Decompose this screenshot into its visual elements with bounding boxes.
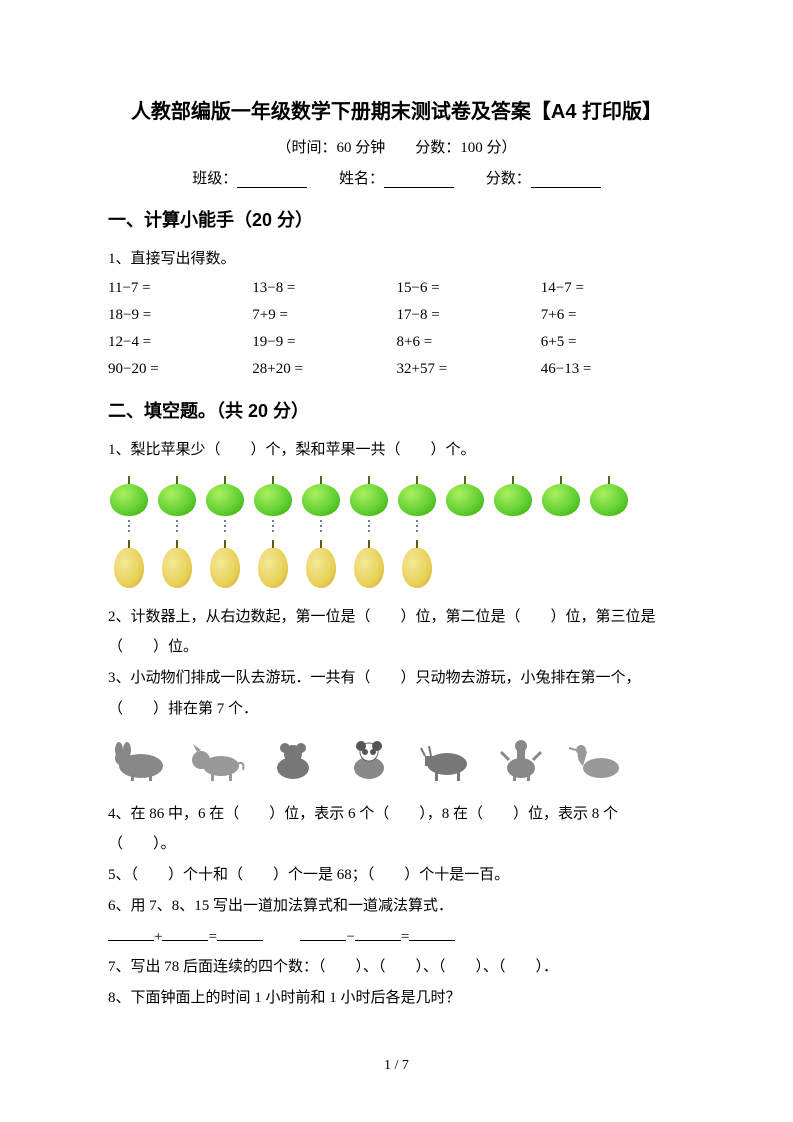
apple-icon xyxy=(540,476,582,516)
animal-icon xyxy=(336,735,402,785)
page-footer: 1 / 7 xyxy=(0,1058,793,1074)
pear-row xyxy=(108,536,685,588)
plus-sign: + xyxy=(154,929,162,945)
apple-icon xyxy=(204,476,246,516)
blank xyxy=(300,927,346,941)
calc-cell: 13−8 = xyxy=(252,275,396,302)
apple-row xyxy=(108,476,685,516)
connector-dots xyxy=(348,518,390,536)
blank xyxy=(108,927,154,941)
calc-cell: 7+6 = xyxy=(541,302,685,329)
connector-dots xyxy=(108,518,150,536)
connector-dots xyxy=(156,518,198,536)
section1-q1: 1、直接写出得数。 xyxy=(108,244,685,275)
blank xyxy=(409,927,455,941)
dots-row xyxy=(108,518,685,536)
animals-row xyxy=(108,735,685,785)
blank xyxy=(355,927,401,941)
section2-q7: 7、写出 78 后面连续的四个数：（ ）、（ ）、（ ）、（ ）． xyxy=(108,952,685,983)
section2-q1: 1、梨比苹果少（ ）个，梨和苹果一共（ ）个。 xyxy=(108,435,685,466)
section1-heading: 一、计算小能手（20 分） xyxy=(108,206,685,232)
apple-icon xyxy=(156,476,198,516)
table-row: 90−20 = 28+20 = 32+57 = 46−13 = xyxy=(108,356,685,383)
apple-icon xyxy=(348,476,390,516)
calc-cell: 12−4 = xyxy=(108,329,252,356)
label-class: 班级： xyxy=(192,171,237,187)
section2-q6: 6、用 7、8、15 写出一道加法算式和一道减法算式． xyxy=(108,891,685,922)
table-row: 12−4 = 19−9 = 8+6 = 6+5 = xyxy=(108,329,685,356)
calc-cell: 6+5 = xyxy=(541,329,685,356)
apple-icon xyxy=(396,476,438,516)
section2-q8: 8、下面钟面上的时间 1 小时前和 1 小时后各是几时？ xyxy=(108,983,685,1014)
connector-dots xyxy=(252,518,294,536)
apple-icon xyxy=(492,476,534,516)
calc-table: 11−7 = 13−8 = 15−6 = 14−7 = 18−9 = 7+9 =… xyxy=(108,275,685,383)
page-title: 人教部编版一年级数学下册期末测试卷及答案【A4 打印版】 xyxy=(108,95,685,124)
animal-icon xyxy=(412,735,478,785)
animal-icon xyxy=(564,735,630,785)
minus-sign: − xyxy=(346,929,354,945)
section2-q5: 5、（ ）个十和（ ）个一是 68；（ ）个十是一百。 xyxy=(108,860,685,891)
pear-icon xyxy=(300,536,342,588)
table-row: 18−9 = 7+9 = 17−8 = 7+6 = xyxy=(108,302,685,329)
calc-cell: 17−8 = xyxy=(397,302,541,329)
eq-sign: = xyxy=(401,929,409,945)
animal-icon xyxy=(108,735,174,785)
calc-cell: 11−7 = xyxy=(108,275,252,302)
info-line: 班级： 姓名： 分数： xyxy=(108,167,685,188)
animal-icon xyxy=(260,735,326,785)
pear-icon xyxy=(204,536,246,588)
eq-sign: = xyxy=(208,929,216,945)
section2-q4: 4、在 86 中，6 在（ ）位，表示 6 个（ ），8 在（ ）位，表示 8 … xyxy=(108,799,685,861)
calc-cell: 14−7 = xyxy=(541,275,685,302)
calc-cell: 8+6 = xyxy=(397,329,541,356)
blank xyxy=(162,927,208,941)
pear-icon xyxy=(348,536,390,588)
apple-icon xyxy=(588,476,630,516)
calc-cell: 19−9 = xyxy=(252,329,396,356)
pear-icon xyxy=(108,536,150,588)
table-row: 11−7 = 13−8 = 15−6 = 14−7 = xyxy=(108,275,685,302)
calc-cell: 28+20 = xyxy=(252,356,396,383)
calc-cell: 15−6 = xyxy=(397,275,541,302)
label-score: 分数： xyxy=(486,171,531,187)
animal-icon xyxy=(184,735,250,785)
calc-cell: 46−13 = xyxy=(541,356,685,383)
connector-dots xyxy=(300,518,342,536)
apple-icon xyxy=(252,476,294,516)
pear-icon xyxy=(156,536,198,588)
section2-q3: 3、小动物们排成一队去游玩．一共有（ ）只动物去游玩，小兔排在第一个，（ ）排在… xyxy=(108,663,685,725)
calc-cell: 90−20 = xyxy=(108,356,252,383)
blank xyxy=(217,927,263,941)
blank-class xyxy=(237,172,307,188)
apple-icon xyxy=(444,476,486,516)
connector-dots xyxy=(204,518,246,536)
connector-dots xyxy=(396,518,438,536)
animal-icon xyxy=(488,735,554,785)
calc-cell: 7+9 = xyxy=(252,302,396,329)
subtitle: （时间：60 分钟 分数：100 分） xyxy=(108,136,685,157)
label-name: 姓名： xyxy=(339,171,384,187)
apple-icon xyxy=(300,476,342,516)
pear-icon xyxy=(252,536,294,588)
blank-name xyxy=(384,172,454,188)
calc-cell: 32+57 = xyxy=(397,356,541,383)
blank-score xyxy=(531,172,601,188)
section2-q2: 2、计数器上，从右边数起，第一位是（ ）位，第二位是（ ）位，第三位是（ ）位。 xyxy=(108,602,685,664)
pear-icon xyxy=(396,536,438,588)
calc-cell: 18−9 = xyxy=(108,302,252,329)
equation-line: + = − = xyxy=(108,922,685,953)
section2-heading: 二、填空题。（共 20 分） xyxy=(108,397,685,423)
apple-icon xyxy=(108,476,150,516)
